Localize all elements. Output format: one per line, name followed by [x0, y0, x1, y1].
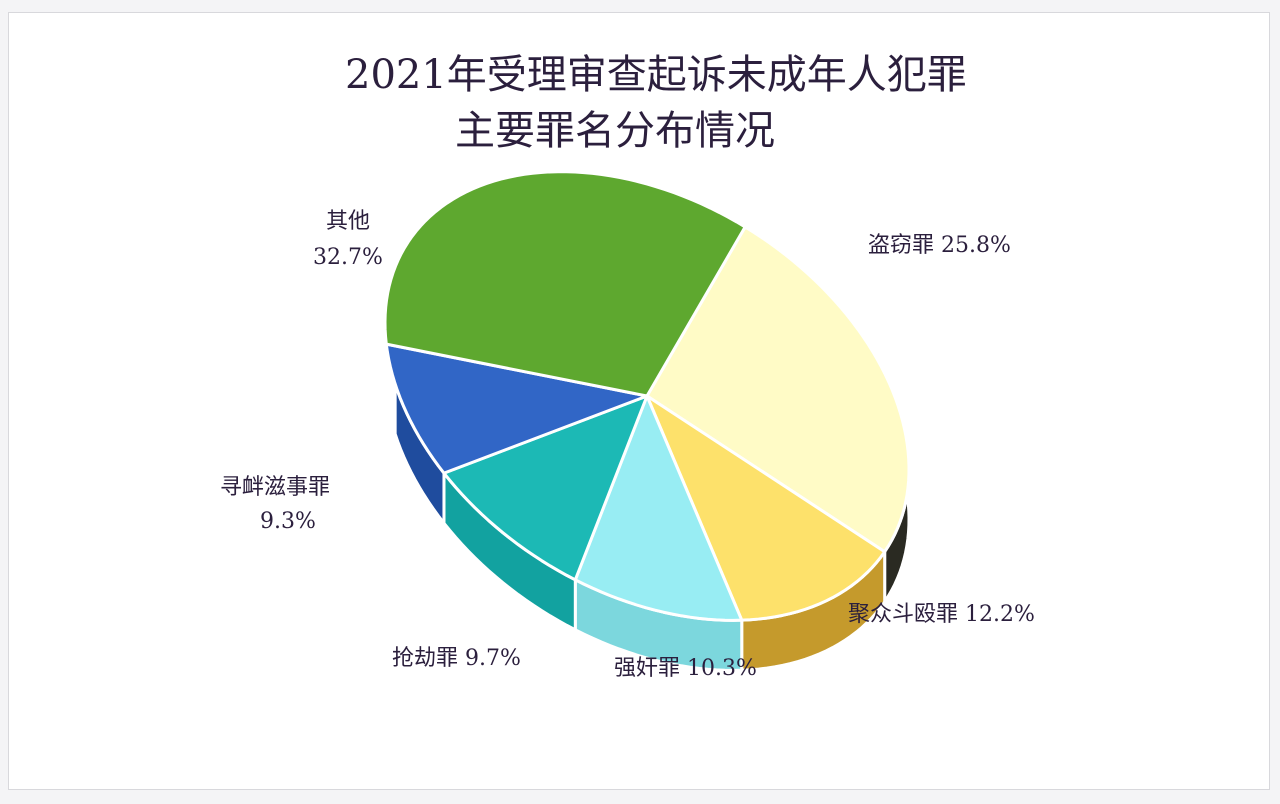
chart-title-line-1: 2021年受理审查起诉未成年人犯罪	[345, 52, 967, 98]
label-robbery: 抢劫罪 9.7%	[392, 646, 521, 671]
pie-slice-3	[573, 394, 744, 622]
label-other-value: 32.7%	[313, 245, 383, 270]
pie-slice-4	[442, 394, 649, 582]
label-other-name: 其他	[326, 209, 370, 234]
label-theft: 盗窃罪 25.8%	[868, 233, 1011, 258]
pie-top-faces	[383, 170, 911, 622]
chart-title-line-2: 主要罪名分布情况	[455, 108, 775, 154]
pie-slice-2	[645, 394, 887, 622]
label-gang-fight: 聚众斗殴罪 12.2%	[848, 602, 1035, 627]
pie-slice-5	[384, 342, 649, 475]
pie-slice-1	[645, 225, 911, 554]
label-provoking-trouble-value: 9.3%	[260, 509, 316, 534]
label-rape: 强奸罪 10.3%	[614, 656, 757, 681]
pie-slice-6	[383, 170, 747, 398]
label-provoking-trouble-name: 寻衅滋事罪	[220, 475, 330, 500]
